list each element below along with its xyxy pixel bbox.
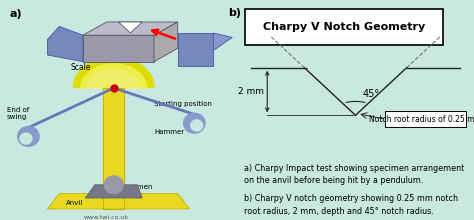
- Polygon shape: [154, 22, 178, 62]
- Polygon shape: [103, 88, 124, 209]
- Text: Specimen: Specimen: [118, 184, 153, 190]
- Text: 45°: 45°: [363, 88, 380, 99]
- Text: b): b): [228, 8, 241, 18]
- Text: 2 mm: 2 mm: [238, 87, 264, 96]
- Circle shape: [20, 133, 32, 144]
- FancyBboxPatch shape: [384, 111, 466, 127]
- Text: a): a): [9, 9, 22, 19]
- Circle shape: [191, 120, 203, 131]
- Polygon shape: [83, 35, 154, 62]
- Text: Notch root radius of 0.25 mm: Notch root radius of 0.25 mm: [369, 115, 474, 124]
- Polygon shape: [85, 185, 142, 198]
- Text: Starting position: Starting position: [154, 101, 212, 107]
- Text: Hammer: Hammer: [154, 129, 184, 135]
- Polygon shape: [47, 26, 83, 62]
- Text: a) Charpy Impact test showing specimen arrangement
on the anvil before being hit: a) Charpy Impact test showing specimen a…: [244, 164, 464, 185]
- Text: End of
swing: End of swing: [7, 107, 29, 120]
- Circle shape: [183, 113, 205, 133]
- Text: www.twi.co.uk: www.twi.co.uk: [84, 215, 129, 220]
- Text: b) Charpy V notch geometry showing 0.25 mm notch
root radius, 2 mm, depth and 45: b) Charpy V notch geometry showing 0.25 …: [244, 194, 458, 216]
- Polygon shape: [83, 22, 178, 35]
- Circle shape: [104, 176, 123, 194]
- Polygon shape: [47, 194, 190, 209]
- Polygon shape: [78, 62, 149, 88]
- Text: Scale: Scale: [70, 63, 91, 72]
- Text: Charpy V Notch Geometry: Charpy V Notch Geometry: [263, 22, 425, 32]
- Circle shape: [18, 126, 39, 146]
- Polygon shape: [118, 22, 142, 33]
- Polygon shape: [178, 33, 213, 66]
- Text: Anvil: Anvil: [66, 200, 84, 206]
- FancyBboxPatch shape: [245, 9, 443, 45]
- Polygon shape: [213, 33, 232, 51]
